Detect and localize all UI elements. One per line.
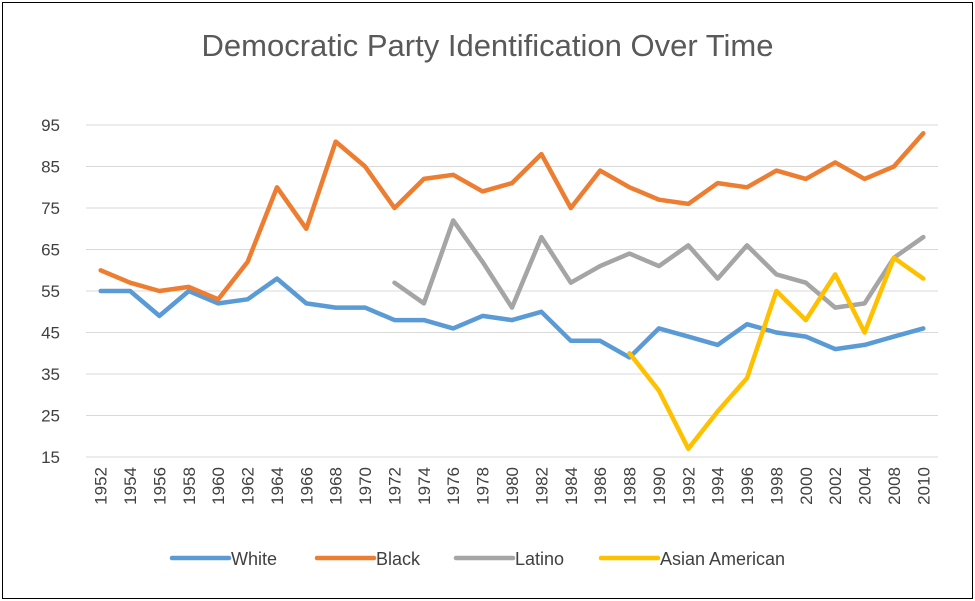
x-tick-label: 2002 xyxy=(826,467,845,505)
x-tick-label: 1956 xyxy=(150,467,169,505)
gridlines xyxy=(86,124,938,458)
x-tick-label: 1996 xyxy=(738,467,757,505)
x-tick-label: 1990 xyxy=(650,467,669,505)
x-tick-label: 1986 xyxy=(591,467,610,505)
x-tick-label: 1984 xyxy=(562,467,581,505)
x-tick-label: 1976 xyxy=(444,467,463,505)
y-tick-label: 35 xyxy=(41,365,60,384)
y-tick-label: 45 xyxy=(41,324,60,343)
x-tick-label: 1982 xyxy=(532,467,551,505)
series-line-black xyxy=(98,131,926,302)
series-lines xyxy=(98,131,926,451)
x-tick-label: 1970 xyxy=(356,467,375,505)
x-tick-label: 1998 xyxy=(767,467,786,505)
x-tick-label: 1958 xyxy=(180,467,199,505)
legend-label-latino: Latino xyxy=(515,549,564,569)
x-tick-label: 1964 xyxy=(268,467,287,505)
y-axis-ticks: 15 25 35 45 55 65 75 85 95 xyxy=(41,116,60,467)
x-tick-label: 2010 xyxy=(914,467,933,505)
y-tick-label: 75 xyxy=(41,199,60,218)
x-tick-label: 1960 xyxy=(209,467,228,505)
legend-label-asian-american: Asian American xyxy=(660,549,785,569)
y-tick-label: 55 xyxy=(41,282,60,301)
series-line-latino xyxy=(392,218,926,310)
x-tick-label: 2008 xyxy=(885,467,904,505)
series-line-white xyxy=(98,276,926,360)
x-tick-label: 1968 xyxy=(327,467,346,505)
x-tick-label: 1952 xyxy=(92,467,111,505)
legend-label-white: White xyxy=(231,549,277,569)
y-tick-label: 85 xyxy=(41,158,60,177)
chart-title: Democratic Party Identification Over Tim… xyxy=(201,28,774,63)
legend-label-black: Black xyxy=(376,549,421,569)
x-tick-label: 1962 xyxy=(239,467,258,505)
legend: White Black Latino Asian American xyxy=(169,549,785,569)
x-tick-label: 1992 xyxy=(679,467,698,505)
y-tick-label: 95 xyxy=(41,116,60,135)
x-tick-label: 1978 xyxy=(474,467,493,505)
x-tick-label: 1972 xyxy=(385,467,404,505)
x-tick-label: 1954 xyxy=(121,467,140,505)
x-axis-ticks: 1952 1954 1956 1958 1960 1962 1964 1966 1968 1970… xyxy=(92,467,934,505)
y-tick-label: 65 xyxy=(41,241,60,260)
x-tick-label: 1980 xyxy=(503,467,522,505)
x-tick-label: 2000 xyxy=(797,467,816,505)
y-tick-label: 15 xyxy=(41,448,60,467)
x-tick-label: 1994 xyxy=(709,467,728,505)
x-tick-label: 1974 xyxy=(415,467,434,505)
y-tick-label: 25 xyxy=(41,407,60,426)
x-tick-label: 1966 xyxy=(297,467,316,505)
series-line-asian-american xyxy=(627,255,926,451)
x-tick-label: 1988 xyxy=(621,467,640,505)
x-tick-label: 2004 xyxy=(856,467,875,505)
